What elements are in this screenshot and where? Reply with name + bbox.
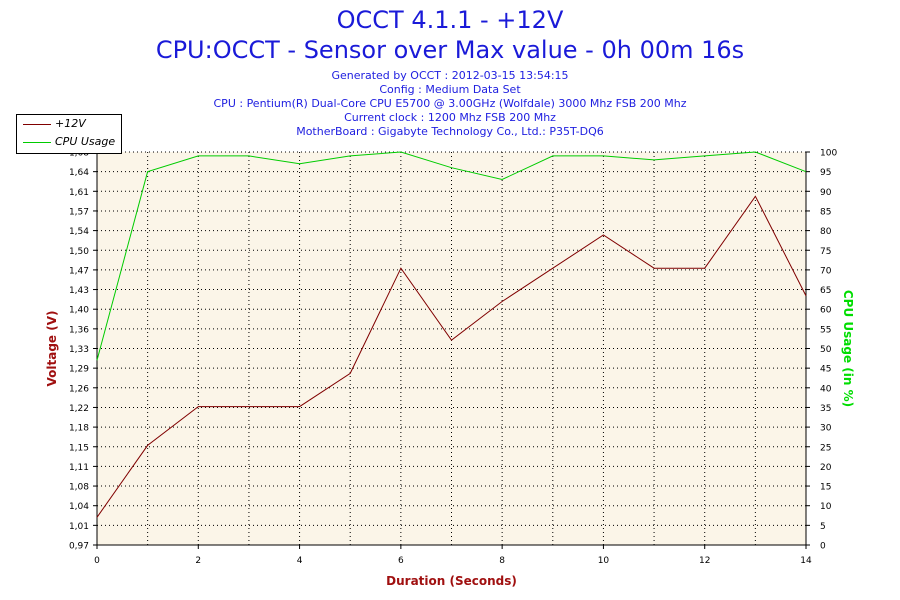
legend-swatch-cpu-usage — [23, 142, 51, 143]
y-tick-label-left: 1,47 — [69, 266, 89, 276]
y-tick-label-right: 65 — [820, 286, 831, 296]
y-tick-label-right: 60 — [820, 306, 832, 316]
y-tick-label-left: 1,64 — [69, 168, 89, 178]
series-line-cpu-usage — [96, 151, 807, 361]
legend-item-voltage: +12V — [17, 116, 121, 132]
x-axis-label: Duration (Seconds) — [386, 574, 517, 588]
x-tick-label: 8 — [499, 556, 505, 566]
x-tick-label: 10 — [598, 556, 610, 566]
series-line-voltage — [96, 195, 807, 518]
y-tick-label-right: 15 — [820, 483, 831, 493]
y-tick-label-right: 20 — [820, 463, 832, 473]
y-tick-label-left: 1,04 — [69, 502, 89, 512]
y-tick-label-right: 30 — [820, 424, 832, 434]
x-tick-label: 14 — [800, 556, 812, 566]
y-tick-label-left: 1,01 — [69, 522, 89, 532]
y-tick-label-left: 1,29 — [69, 365, 89, 375]
y-tick-label-left: 1,08 — [69, 483, 89, 493]
y-tick-label-right: 45 — [820, 365, 831, 375]
y-tick-label-left: 1,40 — [69, 306, 89, 316]
chart-subtitle: CPU:OCCT - Sensor over Max value - 0h 00… — [155, 36, 745, 64]
y-tick-label-right: 55 — [820, 325, 831, 335]
x-tick-label: 4 — [297, 556, 303, 566]
y-tick-label-left: 1,43 — [69, 286, 89, 296]
y-tick-label-left: 1,26 — [69, 384, 89, 394]
y-tick-label-right: 5 — [820, 522, 826, 532]
legend-label-cpu-usage: CPU Usage — [55, 135, 116, 148]
y-tick-label-left: 1,33 — [69, 345, 89, 355]
y-tick-label-right: 0 — [820, 542, 826, 552]
x-tick-label: 12 — [699, 556, 710, 566]
y-tick-label-left: 1,36 — [69, 325, 89, 335]
y-tick-label-left: 1,50 — [69, 247, 89, 257]
y-tick-label-right: 70 — [820, 266, 832, 276]
y-axis-label-left: Voltage (V) — [45, 311, 59, 387]
legend-swatch-voltage — [23, 124, 51, 125]
y-tick-label-right: 85 — [820, 207, 831, 217]
y-tick-label-left: 1,57 — [69, 207, 89, 217]
info-generated: Generated by OCCT : 2012-03-15 13:54:15 — [331, 69, 569, 82]
legend: +12V CPU Usage — [16, 114, 122, 154]
y-tick-label-left: 1,22 — [69, 404, 89, 414]
y-tick-label-right: 100 — [820, 149, 837, 159]
info-config: Config : Medium Data Set — [379, 83, 521, 96]
y-tick-label-right: 10 — [820, 502, 832, 512]
y-tick-label-right: 50 — [820, 345, 832, 355]
legend-item-cpu-usage: CPU Usage — [17, 134, 121, 150]
y-tick-label-left: 1,54 — [69, 227, 89, 237]
y-tick-label-left: 0,97 — [69, 542, 89, 552]
info-cpu: CPU : Pentium(R) Dual-Core CPU E5700 @ 3… — [213, 97, 687, 110]
x-tick-label: 2 — [195, 556, 201, 566]
y-tick-label-left: 1,18 — [69, 424, 89, 434]
y-tick-label-right: 25 — [820, 443, 831, 453]
x-tick-label: 0 — [94, 556, 100, 566]
y-tick-label-right: 40 — [820, 384, 832, 394]
y-tick-label-left: 1,11 — [69, 463, 89, 473]
info-motherboard: MotherBoard : Gigabyte Technology Co., L… — [296, 125, 604, 138]
y-tick-label-right: 90 — [820, 188, 832, 198]
y-tick-label-right: 35 — [820, 404, 831, 414]
legend-label-voltage: +12V — [55, 117, 86, 130]
y-tick-label-left: 1,61 — [69, 188, 89, 198]
chart-title: OCCT 4.1.1 - +12V — [336, 6, 564, 34]
y-tick-label-right: 75 — [820, 247, 831, 257]
x-tick-label: 6 — [398, 556, 404, 566]
y-tick-label-left: 1,15 — [69, 443, 89, 453]
info-clock: Current clock : 1200 Mhz FSB 200 Mhz — [344, 111, 556, 124]
y-tick-label-right: 95 — [820, 168, 831, 178]
y-tick-label-right: 80 — [820, 227, 832, 237]
y-axis-label-right: CPU Usage (in %) — [841, 290, 855, 407]
